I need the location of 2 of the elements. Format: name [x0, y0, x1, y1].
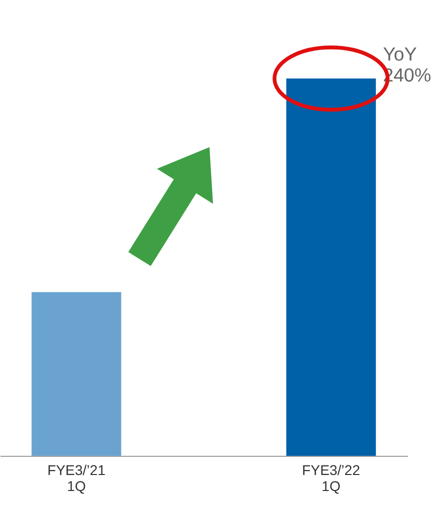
- x-tick-label: FYE3/’22 1Q: [302, 462, 360, 494]
- x-tick-label: FYE3/’21 1Q: [47, 462, 106, 494]
